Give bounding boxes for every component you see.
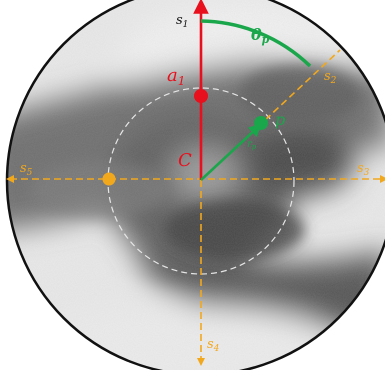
- label-p: p: [275, 110, 285, 129]
- point-a1: [194, 89, 208, 103]
- point-p: [254, 116, 268, 130]
- point-s5-sample: [103, 173, 116, 186]
- label-center-c: C: [178, 150, 192, 171]
